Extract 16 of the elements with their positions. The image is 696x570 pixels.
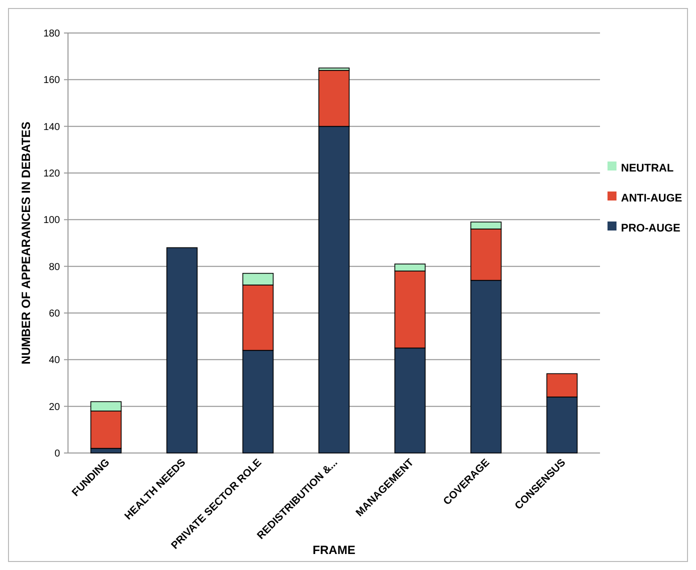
y-tick-label: 100 [43, 215, 60, 226]
y-tick-label: 40 [48, 355, 60, 366]
legend-label: PRO-AUGE [621, 222, 680, 234]
bar [166, 247, 198, 454]
y-tick-label: 140 [43, 122, 60, 133]
y-tick-label: 180 [43, 28, 60, 40]
y-tick-label: 0 [54, 448, 60, 460]
y-tick-label: 60 [48, 308, 60, 320]
y-tick-label: 80 [48, 262, 60, 273]
y-axis-title: NUMBER OF APPEARANCES IN DEBATES [19, 122, 33, 364]
x-axis-title: FRAME [312, 543, 356, 557]
y-tick-label: 120 [43, 168, 60, 180]
y-tick-label: 160 [43, 75, 60, 86]
legend-label: ANTI-AUGE [621, 192, 682, 204]
y-tick-label: 20 [48, 402, 60, 413]
legend-label: NEUTRAL [621, 162, 674, 174]
